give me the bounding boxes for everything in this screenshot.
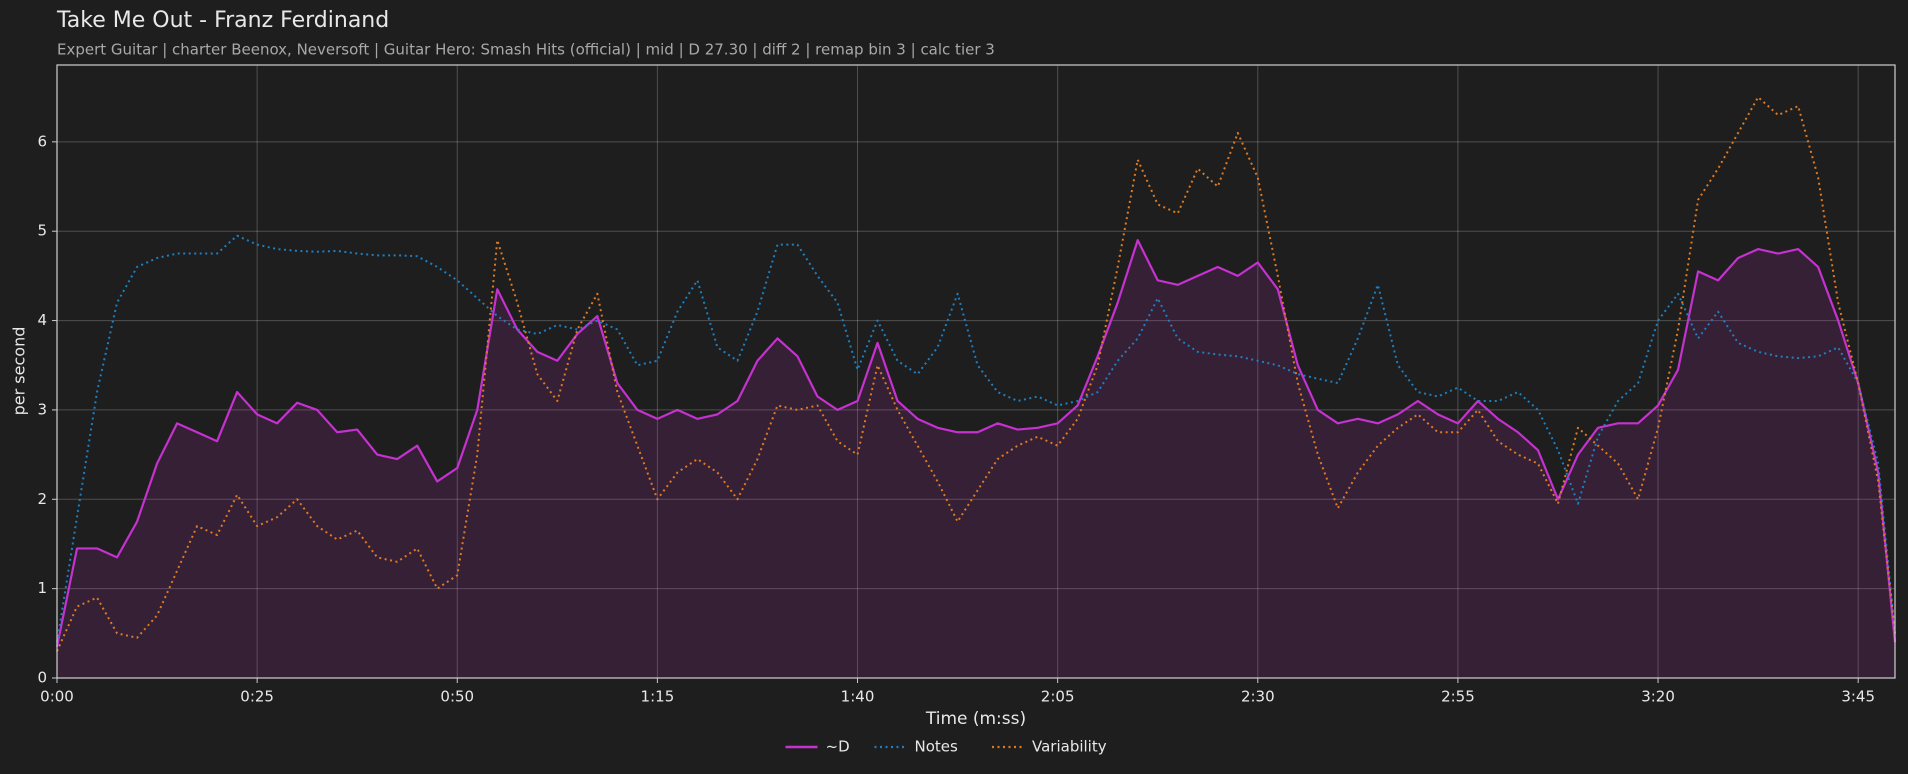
- y-tick-label: 5: [37, 222, 47, 240]
- y-axis-label: per second: [10, 327, 29, 416]
- y-tick-label: 4: [37, 311, 47, 329]
- x-tick-label: 2:30: [1241, 688, 1275, 706]
- y-tick-label: 3: [37, 400, 47, 418]
- legend-label: ~D: [826, 738, 850, 756]
- area: [57, 240, 1895, 678]
- line: [56, 96, 1896, 652]
- x-tick-label: 1:15: [641, 688, 675, 706]
- chart-title: Take Me Out - Franz Ferdinand: [56, 8, 389, 33]
- legend-label: Variability: [1032, 738, 1107, 756]
- y-tick-label: 1: [37, 579, 47, 597]
- y-tick-label: 2: [37, 490, 47, 508]
- y-tick-label: 6: [37, 132, 47, 150]
- x-tick-label: 0:00: [40, 688, 74, 706]
- x-tick-label: 2:05: [1041, 688, 1075, 706]
- x-tick-label: 3:45: [1841, 688, 1875, 706]
- x-tick-label: 3:20: [1641, 688, 1675, 706]
- x-tick-label: 0:25: [240, 688, 274, 706]
- x-axis-label: Time (m:ss): [925, 709, 1026, 729]
- line: [55, 239, 1897, 647]
- legend-label: Notes: [915, 738, 959, 756]
- x-tick-label: 0:50: [440, 688, 474, 706]
- x-tick-label: 1:40: [841, 688, 875, 706]
- chart-subtitle: Expert Guitar | charter Beenox, Neversof…: [57, 41, 995, 59]
- y-tick-label: 0: [37, 669, 47, 687]
- plot-frame: [56, 64, 1896, 679]
- x-tick-label: 2:55: [1441, 688, 1475, 706]
